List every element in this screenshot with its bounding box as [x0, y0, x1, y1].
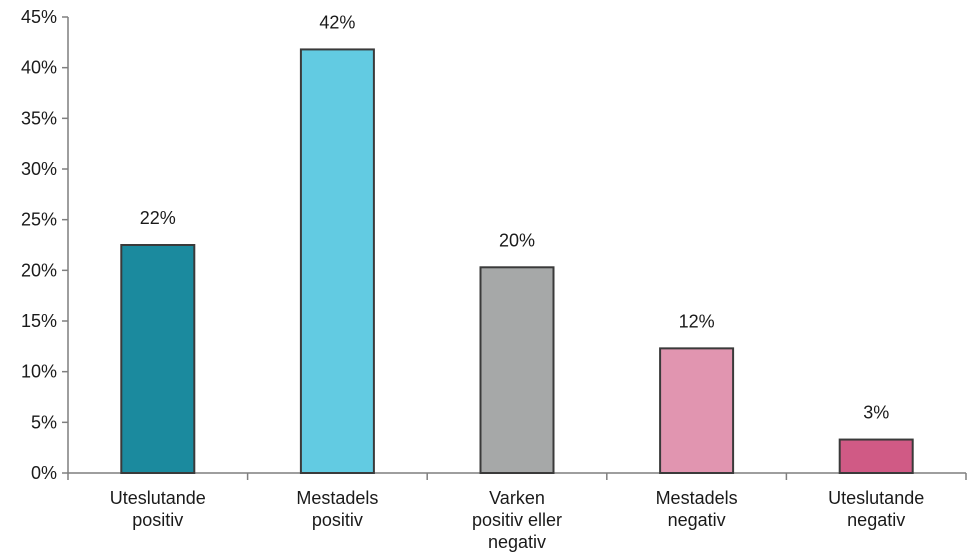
y-tick-label: 20%: [21, 260, 57, 280]
bar: [659, 347, 735, 474]
y-tick-label: 10%: [21, 362, 57, 382]
y-axis: 0% 5% 10% 15% 20% 25% 30% 35% 40% 45%: [21, 7, 69, 483]
data-label: 12%: [679, 311, 715, 331]
x-category-label: Mestadels positiv: [296, 488, 378, 530]
bars: [120, 48, 914, 474]
y-tick-label: 45%: [21, 7, 57, 27]
y-tick-label: 30%: [21, 159, 57, 179]
x-category-label-line: Varken: [489, 488, 545, 508]
y-tick-label: 35%: [21, 108, 57, 128]
y-tick-label: 25%: [21, 210, 57, 230]
data-label: 22%: [140, 208, 176, 228]
x-category-label-line: Mestadels: [296, 488, 378, 508]
bar: [120, 244, 196, 474]
x-category-label-line: Uteslutande: [110, 488, 206, 508]
x-category-label-line: negativ: [847, 510, 905, 530]
bar: [299, 48, 375, 474]
x-category-label: Uteslutande negativ: [828, 488, 924, 530]
data-label: 20%: [499, 230, 535, 250]
x-category-label-line: positiv eller: [472, 510, 562, 530]
data-labels: 22% 42% 20% 12% 3%: [140, 12, 889, 422]
x-category-label: Varken positiv eller negativ: [472, 488, 562, 552]
x-category-label-line: negativ: [668, 510, 726, 530]
y-tick-label: 40%: [21, 58, 57, 78]
x-category-label-line: positiv: [312, 510, 363, 530]
x-category-label-line: positiv: [132, 510, 183, 530]
bar: [479, 266, 555, 474]
data-label: 3%: [863, 403, 889, 423]
data-label: 42%: [319, 12, 355, 32]
y-tick-label: 15%: [21, 311, 57, 331]
y-tick-label: 0%: [31, 463, 57, 483]
x-category-label-line: Uteslutande: [828, 488, 924, 508]
x-category-label: Mestadels negativ: [656, 488, 738, 530]
bar: [838, 438, 914, 474]
x-category-label: Uteslutande positiv: [110, 488, 206, 530]
x-category-label-line: negativ: [488, 532, 546, 552]
y-tick-label: 5%: [31, 412, 57, 432]
x-category-label-line: Mestadels: [656, 488, 738, 508]
